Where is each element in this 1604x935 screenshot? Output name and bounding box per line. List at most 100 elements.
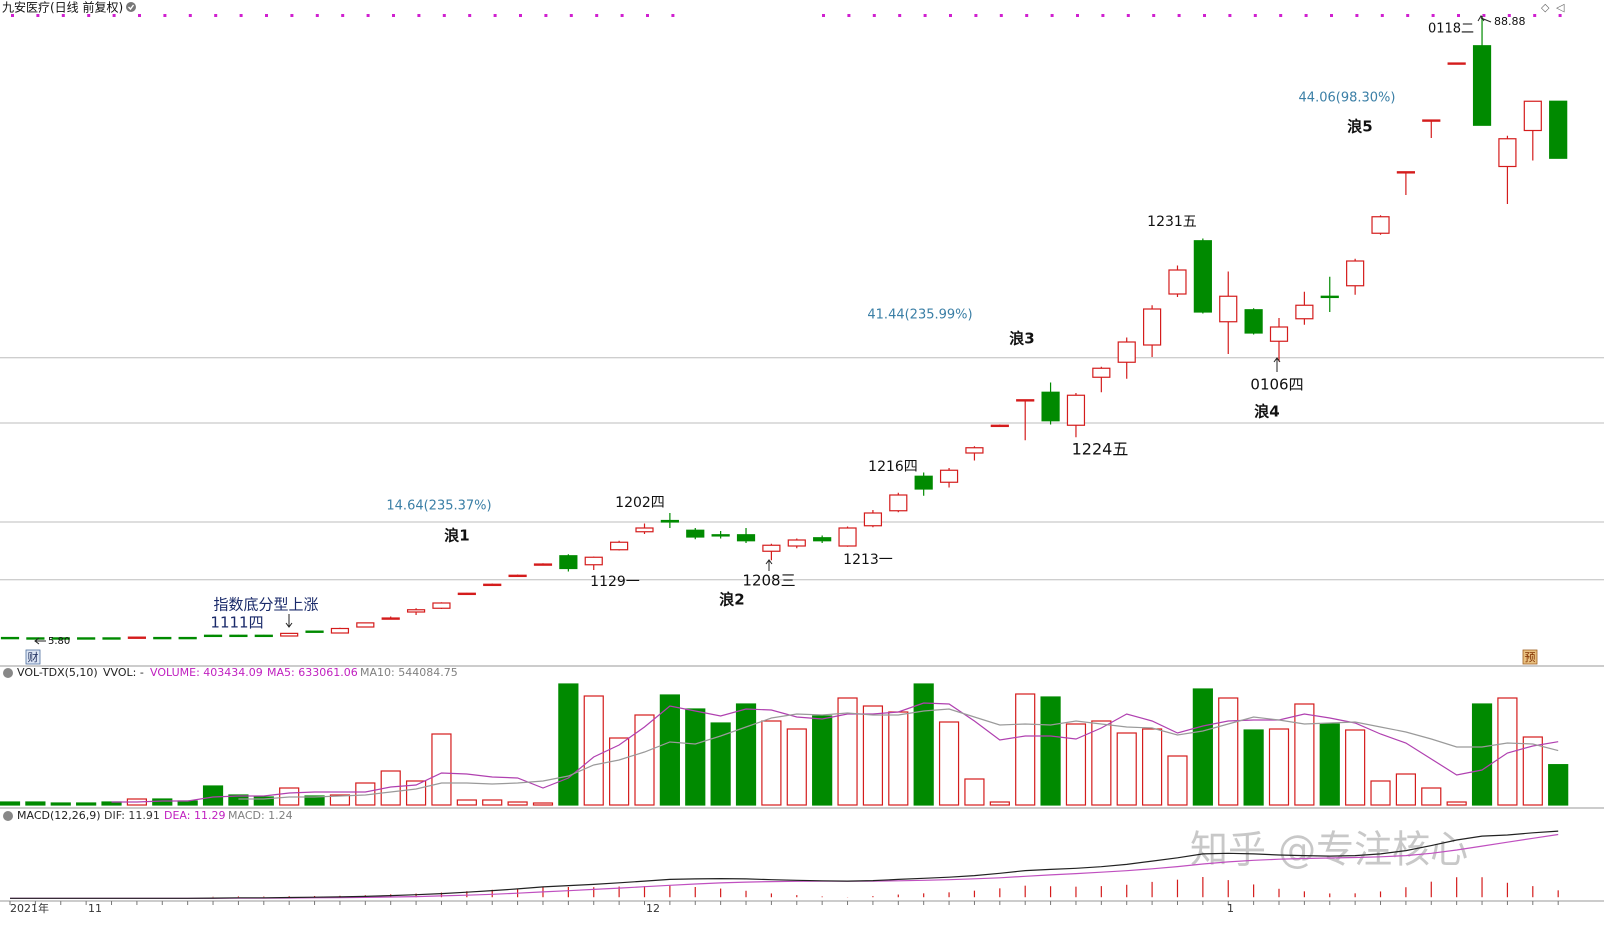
candle-body <box>305 630 324 633</box>
top-marker <box>822 14 825 17</box>
title-icon <box>126 2 136 12</box>
candle-body <box>127 636 146 639</box>
annotation: 1208三 <box>742 572 795 590</box>
volume-bar <box>659 694 680 806</box>
volume-bar <box>456 799 477 806</box>
x-tick-label: 1 <box>1227 902 1234 915</box>
candle-body <box>1523 100 1542 132</box>
top-marker <box>923 14 927 17</box>
top-marker <box>544 14 548 17</box>
candle-body <box>203 634 223 638</box>
x-tick-label: 12 <box>646 902 660 915</box>
top-marker <box>1126 14 1130 17</box>
top-marker <box>265 14 268 17</box>
top-marker <box>1330 14 1333 17</box>
annotation: 1202四 <box>615 495 665 511</box>
candle-body <box>533 563 553 566</box>
volume-bar <box>735 703 757 806</box>
top-marker <box>1203 14 1206 17</box>
candle-body <box>1320 295 1339 299</box>
top-marker <box>442 14 446 17</box>
annotation: 1129一 <box>590 574 640 590</box>
volume-bar <box>1040 696 1061 806</box>
top-marker <box>1457 14 1460 17</box>
volume-bar <box>1091 720 1112 806</box>
volume-bar <box>1319 723 1340 806</box>
volume-bar <box>1294 703 1315 806</box>
candle-body <box>0 636 20 640</box>
annotation: 1224五 <box>1072 440 1129 459</box>
top-marker <box>1533 14 1537 17</box>
x-tick-label: 2021年 <box>10 901 49 915</box>
annotation: 1231五 <box>1147 214 1197 230</box>
corner-icon: ◇ <box>1541 1 1550 14</box>
candle-body <box>965 447 984 454</box>
candle-body <box>432 602 451 609</box>
top-marker <box>898 14 902 17</box>
annotation: 41.44(235.99%) <box>867 308 972 323</box>
top-marker <box>163 14 167 17</box>
top-marker <box>239 14 243 17</box>
candle-body <box>153 636 172 640</box>
arrow-head <box>34 637 40 645</box>
candle-body <box>102 637 121 640</box>
candle-body <box>254 634 273 638</box>
candle-body <box>559 555 578 570</box>
volume-bar <box>482 799 503 806</box>
annotation: 1213一 <box>843 552 893 568</box>
candle-body <box>1219 295 1238 323</box>
top-marker <box>468 14 472 17</box>
panel-header: MA5: 633061.06 <box>267 666 358 679</box>
candle-body <box>356 622 375 628</box>
volume-bar <box>1192 688 1213 806</box>
volume-bar <box>812 715 833 806</box>
top-marker <box>392 14 395 17</box>
volume-bar <box>152 798 173 806</box>
volume-bar <box>558 683 579 806</box>
volume-bar <box>1370 780 1391 806</box>
candle-body <box>457 592 476 596</box>
candle-body <box>26 637 45 640</box>
panel-header: DEA: 11.29 <box>164 809 225 822</box>
candle-body <box>280 632 299 637</box>
volume-bar <box>1471 703 1493 806</box>
candle-body <box>483 583 502 587</box>
volume-bar <box>405 780 427 806</box>
top-marker <box>1177 14 1181 17</box>
top-marker <box>847 14 851 17</box>
volume-bar <box>913 683 934 806</box>
volume-bar <box>1421 787 1442 806</box>
annotation: 浪4 <box>1254 403 1279 421</box>
corner-icon: ◁ <box>1556 1 1565 14</box>
candle-body <box>736 534 756 542</box>
candle-body <box>1396 171 1416 174</box>
top-marker <box>290 14 294 17</box>
volume-bar <box>609 737 630 806</box>
top-marker <box>1152 14 1156 17</box>
annotation: 浪1 <box>444 527 469 545</box>
top-marker <box>87 14 91 17</box>
candle-body <box>1447 62 1466 65</box>
top-marker <box>214 14 218 17</box>
top-marker <box>1076 14 1079 17</box>
top-marker <box>949 14 952 17</box>
top-marker <box>366 14 370 17</box>
volume-bar <box>76 802 97 806</box>
candle-body <box>1092 367 1111 378</box>
volume-bar <box>507 801 528 806</box>
panel-header: VVOL: - <box>103 666 144 679</box>
annotation: 浪2 <box>719 591 744 609</box>
chart-title: 九安医疗(日线 前复权) <box>2 0 123 15</box>
candle-body <box>1168 269 1187 295</box>
volume-bar <box>710 722 731 806</box>
badge: 预 <box>1525 651 1536 664</box>
volume-bar <box>380 770 401 806</box>
panel-header: MACD: 1.24 <box>228 809 293 822</box>
top-marker <box>999 14 1003 17</box>
candle-body <box>1244 309 1263 334</box>
candle-body <box>914 475 933 490</box>
volume-bar <box>329 794 351 806</box>
candle-body <box>610 541 629 551</box>
candle-body <box>406 609 426 613</box>
top-marker <box>1279 14 1283 17</box>
